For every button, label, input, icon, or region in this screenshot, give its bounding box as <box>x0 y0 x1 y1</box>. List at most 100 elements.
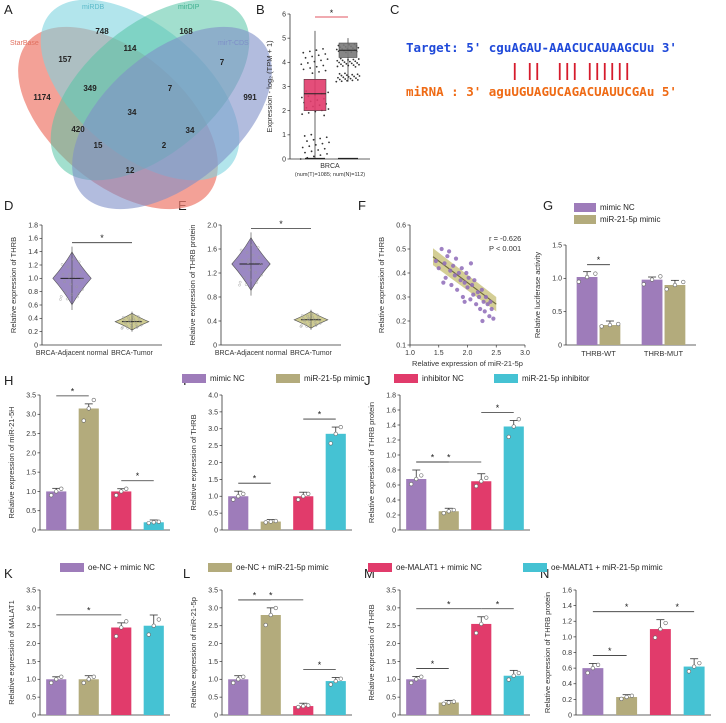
scatter-point <box>448 268 453 273</box>
violin-point <box>122 315 125 319</box>
data-point <box>301 494 306 499</box>
violin-point <box>309 323 312 327</box>
scatter-point <box>462 280 467 285</box>
boxplot-point <box>308 50 311 53</box>
chart-d-ytick-label: 1.6 <box>28 236 38 243</box>
scatter-point <box>452 273 457 278</box>
scatter-point <box>470 282 475 288</box>
venn-region-starbase-mirtcds-a: 420 <box>71 125 85 134</box>
boxplot-point <box>304 56 307 59</box>
violin-point <box>78 270 82 274</box>
venn-label-mirdip: mirDIP <box>178 4 200 11</box>
boxplot-point <box>317 149 320 151</box>
data-point <box>328 682 333 687</box>
legend-swatch <box>494 374 518 383</box>
boxplot-point <box>315 65 318 68</box>
chart-n-ytick-label: 0.4 <box>562 681 572 688</box>
scatter-point <box>458 278 463 283</box>
chart-i-ytick-label: 3.5 <box>208 409 218 416</box>
data-point <box>474 630 479 636</box>
violin-point <box>248 268 251 272</box>
data-point <box>231 497 236 502</box>
scatter-point <box>436 266 441 271</box>
boxplot-point <box>318 71 320 73</box>
chart-m-ytick-label: 2.5 <box>386 623 396 630</box>
data-point <box>86 677 91 682</box>
data-point <box>692 664 697 669</box>
boxplot-point <box>341 59 344 62</box>
violin-point <box>238 283 241 287</box>
boxplot-point <box>314 144 317 146</box>
boxplot-point <box>302 51 305 54</box>
chart-k-ytick-label: 1.5 <box>26 659 36 666</box>
chart-f-xlabel: Relative expression of miR-21-5p <box>412 359 523 368</box>
violin-point <box>301 317 305 320</box>
chart-n-ytick-label: 0.6 <box>562 666 572 673</box>
data-point <box>119 625 124 630</box>
boxplot-point <box>311 55 314 58</box>
boxplot-point <box>335 80 338 83</box>
violin-point <box>60 263 64 266</box>
panel-letter-d: D <box>4 198 13 213</box>
chart-i-ytick-label: 0 <box>214 527 218 534</box>
chart-g-ytick-label: 1.5 <box>552 242 562 249</box>
scatter-point <box>449 282 454 288</box>
data-point <box>697 661 702 666</box>
violin-point <box>81 288 84 291</box>
chart-d: 0 0.2 0.4 0.6 0.8 1.0 1.2 1.4 1.6 1.8 Relative exp… <box>9 222 162 357</box>
data-point <box>419 674 424 679</box>
significance-star: * <box>608 646 612 656</box>
bar <box>143 522 164 530</box>
data-point <box>91 397 96 403</box>
significance-star: * <box>431 659 435 669</box>
bar <box>641 279 663 345</box>
data-point <box>296 704 301 710</box>
violin-point <box>255 281 258 284</box>
scatter-point <box>489 306 494 312</box>
chart-d-ytick-label: 0 <box>34 342 38 349</box>
significance-star: * <box>447 599 451 609</box>
scatter-point <box>483 294 488 300</box>
data-point <box>446 700 451 705</box>
violin-point <box>311 315 315 319</box>
violin-point <box>75 285 78 289</box>
bar <box>143 625 164 715</box>
violin-point <box>64 290 67 294</box>
boxplot-point <box>346 79 348 82</box>
violin-point <box>253 261 256 264</box>
violin-point <box>318 318 321 322</box>
scatter-point <box>481 299 486 304</box>
violin-point <box>305 325 309 328</box>
chart-n-ytick-label: 1.2 <box>562 619 572 626</box>
x-category-label: THRB-MUT <box>644 349 684 358</box>
data-point <box>338 676 343 681</box>
venn-set-mirtcds <box>72 26 272 210</box>
boxplot-point <box>340 80 343 83</box>
sequence-alignment: Target: 5' cguAGAU-AAACUCAUAAGCUu 3' miR… <box>406 40 677 99</box>
chart-e-ytick-label: 0.8 <box>207 294 217 301</box>
violin-point <box>249 278 252 282</box>
boxplot-point <box>327 91 330 94</box>
violin-point <box>68 272 71 276</box>
data-point <box>672 282 678 288</box>
bar <box>406 679 427 715</box>
boxplot-point <box>324 69 327 72</box>
bar <box>228 679 249 715</box>
violin-point <box>250 243 254 247</box>
data-point <box>649 277 655 282</box>
x-category-label: BRCA-Tumor <box>290 350 332 357</box>
data-point <box>686 669 691 674</box>
chart-n-ytick-label: 1.6 <box>562 587 572 594</box>
chart-k-ytick-label: 0 <box>32 712 36 719</box>
chart-i-ytick-label: 0.5 <box>208 511 218 518</box>
violin-point <box>66 265 70 269</box>
bar <box>503 426 524 530</box>
chart-j-ytick-label: 1.6 <box>386 407 396 414</box>
venn-region-three-b: 7 <box>168 84 173 93</box>
chart-f-ytick-label: 0.1 <box>396 342 406 349</box>
chart-h-ytick-label: 2.0 <box>26 450 36 457</box>
boxplot-point <box>304 151 306 154</box>
boxplot-point <box>300 63 303 66</box>
boxplot-b-ytick-label: 6 <box>282 11 286 18</box>
violin-point <box>139 323 143 327</box>
